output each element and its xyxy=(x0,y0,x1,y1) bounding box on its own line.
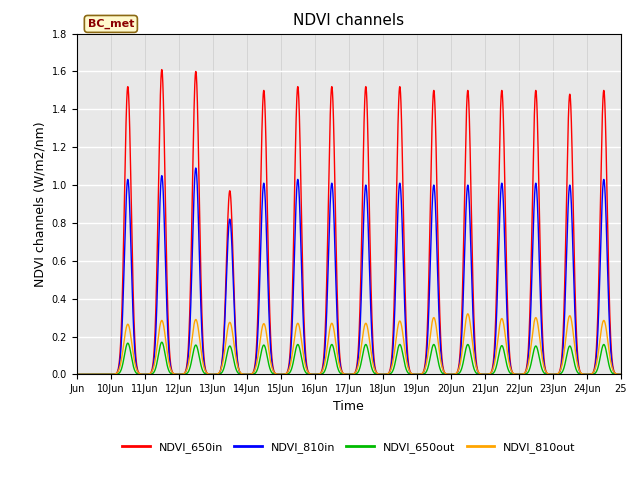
NDVI_810in xyxy=(73,372,81,377)
NDVI_650out xyxy=(617,372,625,377)
Text: BC_met: BC_met xyxy=(88,19,134,29)
X-axis label: Time: Time xyxy=(333,400,364,413)
Line: NDVI_650out: NDVI_650out xyxy=(77,342,621,374)
Legend: NDVI_650in, NDVI_810in, NDVI_650out, NDVI_810out: NDVI_650in, NDVI_810in, NDVI_650out, NDV… xyxy=(118,438,580,458)
NDVI_810in xyxy=(192,165,200,171)
NDVI_650in xyxy=(395,97,403,103)
NDVI_810out xyxy=(506,361,513,367)
NDVI_810out xyxy=(476,371,484,377)
Line: NDVI_810out: NDVI_810out xyxy=(77,314,621,374)
NDVI_650in xyxy=(270,368,278,373)
NDVI_810in xyxy=(419,371,426,376)
NDVI_650in xyxy=(506,345,513,351)
NDVI_650out xyxy=(419,372,426,377)
Line: NDVI_650in: NDVI_650in xyxy=(77,70,621,374)
NDVI_650out xyxy=(476,372,484,377)
NDVI_650in xyxy=(419,371,426,376)
NDVI_810out xyxy=(419,371,426,376)
NDVI_650in xyxy=(617,372,625,377)
Title: NDVI channels: NDVI channels xyxy=(293,13,404,28)
NDVI_810in xyxy=(100,372,108,377)
Line: NDVI_810in: NDVI_810in xyxy=(77,168,621,374)
NDVI_810out xyxy=(270,369,278,375)
NDVI_810out xyxy=(73,372,81,377)
NDVI_810in xyxy=(617,372,625,377)
NDVI_810in xyxy=(476,371,484,377)
NDVI_810out xyxy=(100,372,108,377)
NDVI_810in xyxy=(395,189,403,195)
NDVI_810out xyxy=(464,311,472,317)
NDVI_810in xyxy=(270,369,278,375)
NDVI_810out xyxy=(617,372,625,377)
NDVI_650out xyxy=(100,372,108,377)
NDVI_650out xyxy=(395,343,403,349)
NDVI_650out xyxy=(158,339,166,345)
NDVI_810in xyxy=(506,354,513,360)
NDVI_650in xyxy=(100,372,108,377)
NDVI_650out xyxy=(73,372,81,377)
Y-axis label: NDVI channels (W/m2/nm): NDVI channels (W/m2/nm) xyxy=(33,121,46,287)
NDVI_650in xyxy=(476,371,484,377)
NDVI_650out xyxy=(270,371,278,377)
NDVI_810out xyxy=(395,320,403,326)
NDVI_650out xyxy=(506,369,513,374)
NDVI_650in xyxy=(158,67,166,72)
NDVI_650in xyxy=(73,372,81,377)
